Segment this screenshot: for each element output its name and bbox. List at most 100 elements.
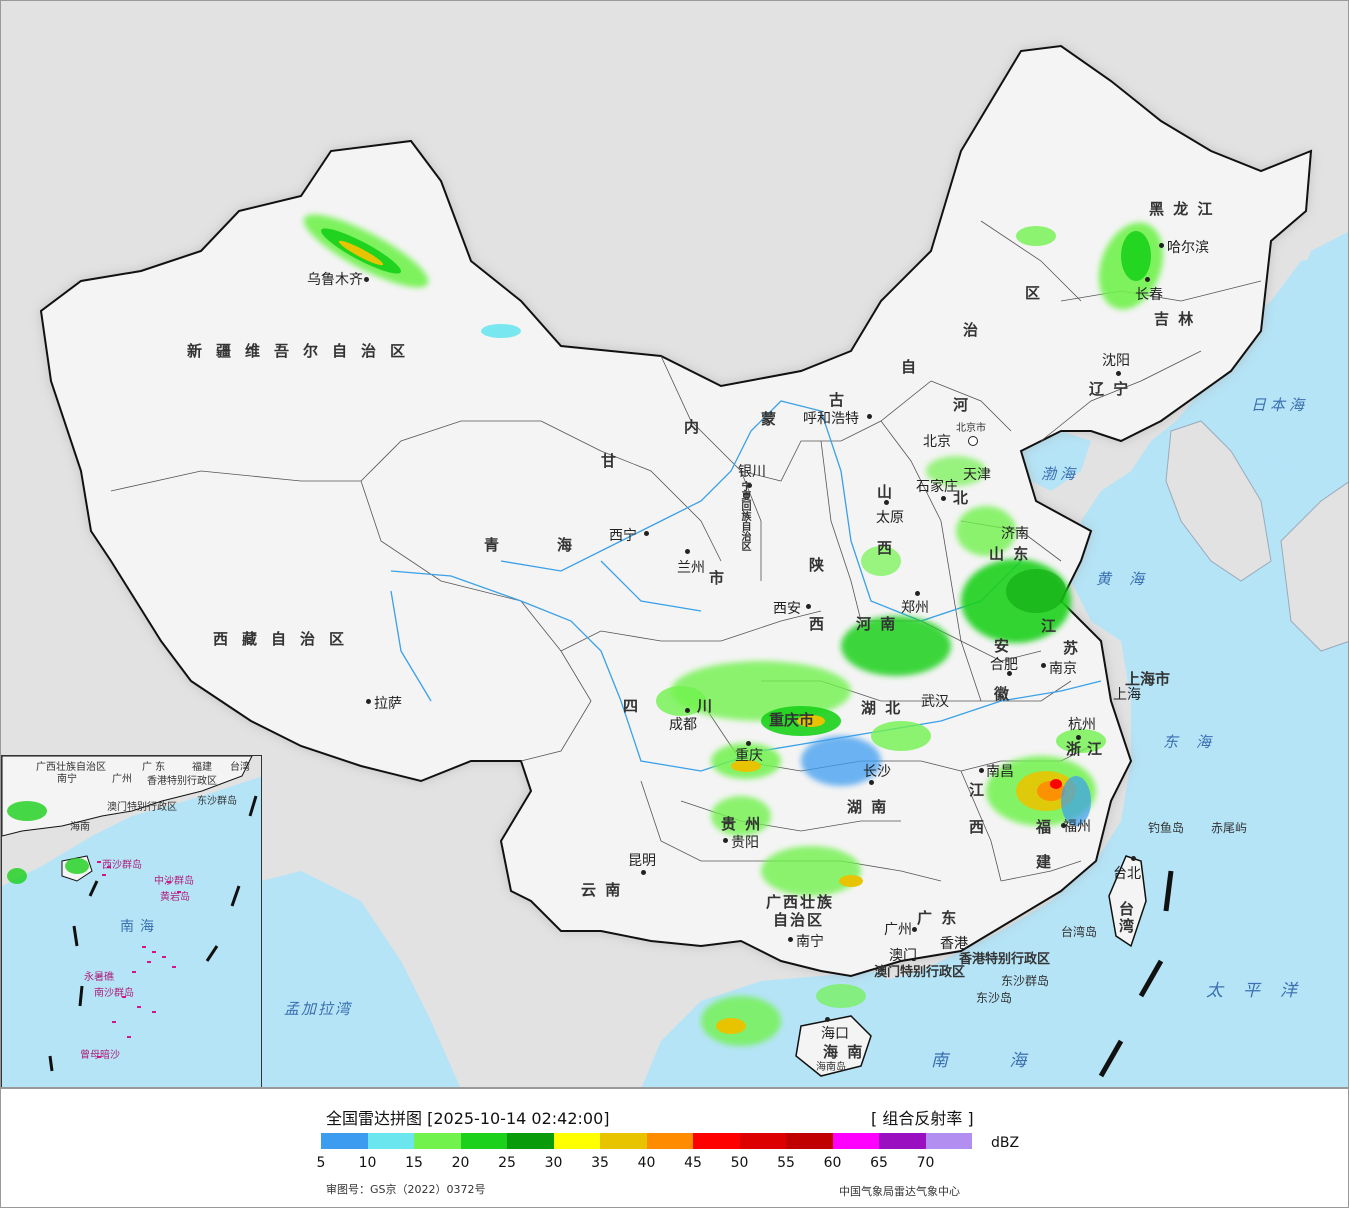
- city-dot-zhengzhou: [915, 591, 920, 596]
- inset-china-land: [2, 756, 253, 837]
- sea-label-bohai: 渤海: [1041, 465, 1080, 483]
- province-label-hebei-1: 河: [953, 396, 971, 414]
- inset-canvas: [2, 756, 261, 1072]
- city-label-lhasa: 拉萨: [374, 696, 402, 712]
- city-label-aomen: 澳门: [889, 948, 917, 964]
- sea-label-bengal: 孟加拉湾: [284, 1000, 353, 1018]
- city-dot-chongqing: [746, 741, 751, 746]
- city-label-changchun: 长春: [1135, 287, 1163, 303]
- legend-color-cell: [693, 1133, 740, 1149]
- province-label-guangxi-2: 自治区: [773, 911, 825, 929]
- city-label-kunming: 昆明: [628, 853, 656, 869]
- city-dot-xian: [806, 604, 811, 609]
- province-label-neimeng-2: 蒙: [761, 410, 779, 428]
- city-label-fuzhou: 福州: [1063, 819, 1091, 835]
- bohai-sea: [1021, 431, 1091, 491]
- legend-color-cell: [460, 1133, 507, 1149]
- province-label-fujian-2: 建: [1036, 853, 1054, 871]
- province-label-qinghai-1: 青: [484, 536, 502, 554]
- city-label-xianggang: 香港: [940, 936, 968, 952]
- legend-color-cell: [786, 1133, 833, 1149]
- inset-label-hainan: 海南: [70, 822, 90, 833]
- province-label-shanxi-2: 西: [877, 539, 895, 557]
- map-canvas: [1, 1, 1348, 1087]
- city-label-taiyuan: 太原: [876, 510, 904, 526]
- city-label-beijing: 北京: [923, 434, 951, 450]
- province-label-xinjiang: 新疆维吾尔自治区: [187, 342, 420, 360]
- province-label-jiangxi-1: 江: [969, 781, 987, 799]
- inset-label-nansha: 南沙群岛: [94, 988, 134, 999]
- city-label-guangzhou: 广州: [884, 922, 912, 938]
- legend-tick-label: 5: [316, 1155, 326, 1171]
- province-label-guangxi-1: 广西壮族: [766, 893, 835, 911]
- inset-label-nanning: 南宁: [57, 774, 77, 785]
- province-label-gansu-shi: 市: [709, 569, 727, 587]
- province-label-sichuan-2: 川: [697, 697, 715, 715]
- legend-color-cell: [879, 1133, 926, 1149]
- taiwan-island: [1108, 855, 1147, 948]
- legend-color-cell: [321, 1133, 368, 1149]
- province-label-fujian-1: 福: [1036, 818, 1054, 836]
- legend-unit: dBZ: [991, 1135, 1020, 1151]
- city-label-tianjin: 天津: [963, 467, 991, 483]
- legend-title: 全国雷达拼图 [2025-10-14 02:42:00]: [326, 1109, 610, 1128]
- legend-color-cell: [925, 1133, 972, 1149]
- rivers: [390, 400, 1102, 772]
- city-dot-guiyang: [723, 838, 728, 843]
- hainan-island: [795, 1015, 872, 1077]
- city-dot-nanning: [788, 937, 793, 942]
- city-label-huhehaote: 呼和浩特: [803, 411, 859, 427]
- legend-tick-label: 45: [684, 1155, 702, 1171]
- legend-color-cell: [646, 1133, 693, 1149]
- city-label-urumqi: 乌鲁木齐: [307, 272, 363, 288]
- city-label-chongqing: 重庆: [735, 748, 763, 764]
- city-label-xian: 西安: [773, 601, 801, 617]
- city-dot-urumqi: [364, 277, 369, 282]
- city-dot-shijiazhuang: [941, 496, 946, 501]
- legend-color-cell: [832, 1133, 879, 1149]
- province-label-shandong: 山 东: [989, 545, 1031, 563]
- province-label-hk-sar: 香港特别行政区: [959, 952, 1051, 967]
- inset-label-yongshujiao: 永暑礁: [84, 972, 114, 983]
- province-label-hubei: 湖 北: [861, 699, 903, 717]
- inset-label-guangzhou: 广州: [112, 774, 132, 785]
- city-dot-chengdu: [685, 708, 690, 713]
- province-label-macao-sar: 澳门特别行政区: [874, 965, 966, 980]
- city-label-shanghai: 上海: [1113, 687, 1141, 703]
- city-dot-nanjing: [1041, 663, 1046, 668]
- sea-label-japan: 日本海: [1251, 396, 1309, 414]
- legend-product: [ 组合反射率 ]: [871, 1109, 974, 1128]
- radar-map: 乌鲁木齐 拉萨 西宁 兰州 银川 呼和浩特 北京 北京市 天津 石家庄 太原 济…: [0, 0, 1349, 1088]
- legend-tick-label: 10: [358, 1155, 377, 1171]
- city-label-wuhan: 武汉: [921, 694, 949, 710]
- inset-label-zengmuansha: 曾母暗沙: [80, 1050, 120, 1061]
- city-label-taibei: 台北: [1113, 866, 1141, 882]
- province-label-yunnan: 云 南: [581, 881, 623, 899]
- province-label-neimeng-3: 古: [829, 391, 847, 409]
- legend-panel: 全国雷达拼图 [2025-10-14 02:42:00] [ 组合反射率 ] d…: [0, 1088, 1349, 1208]
- province-label-anhui-2: 徽: [994, 685, 1012, 703]
- boundary-dashes: [1098, 870, 1174, 1078]
- pacific-sea: [871, 232, 1348, 1087]
- city-dot-changchun: [1145, 277, 1150, 282]
- city-label-xining: 西宁: [609, 528, 637, 544]
- sea-label-donghai: 东海: [1163, 733, 1230, 751]
- city-label-yinchuan: 银川: [738, 464, 766, 480]
- city-dot-kunming: [641, 870, 646, 875]
- province-label-liaoning: 辽 宁: [1089, 380, 1131, 398]
- city-label-hefei: 合肥: [990, 657, 1018, 673]
- city-label-nanning: 南宁: [796, 934, 824, 950]
- issuer-label: 中国气象局雷达气象中心: [839, 1185, 960, 1198]
- sea-label-pacific: 太平洋: [1206, 981, 1317, 1001]
- inset-label-macao: 澳门特别行政区: [107, 802, 177, 813]
- island-label-taiwandao: 台湾岛: [1061, 925, 1098, 939]
- city-label-shijiazhuang: 石家庄: [916, 479, 958, 495]
- province-label-hebei-2: 北: [953, 489, 971, 507]
- province-label-xizang: 西藏自治区: [213, 630, 359, 648]
- legend-color-cell: [553, 1133, 600, 1149]
- province-label-neimeng-1: 内: [684, 418, 702, 436]
- inset-label-taiwan: 台湾: [230, 762, 250, 773]
- island-label-hainandao: 海南岛: [816, 1062, 846, 1073]
- approval-number: 审图号：GS京（2022）0372号: [326, 1183, 486, 1196]
- city-dot-xining: [644, 531, 649, 536]
